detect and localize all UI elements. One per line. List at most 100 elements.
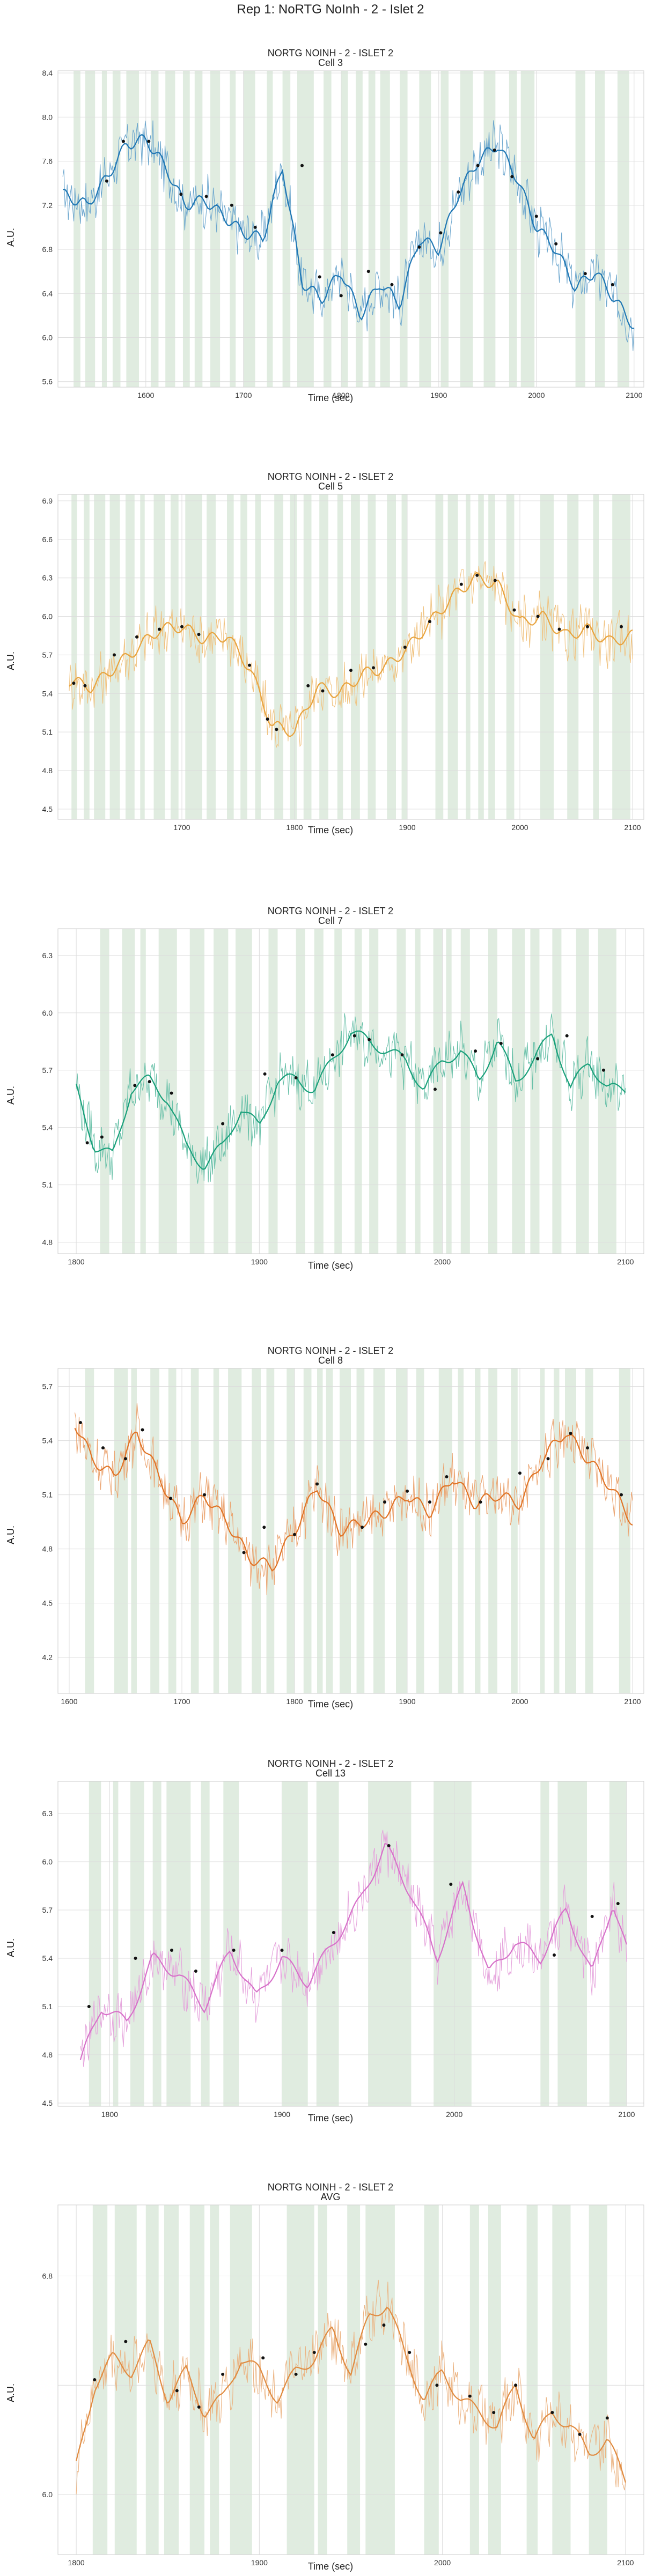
peak-marker bbox=[197, 633, 201, 636]
shaded-band bbox=[255, 494, 261, 819]
peak-marker bbox=[105, 179, 108, 183]
shaded-band bbox=[74, 71, 80, 387]
y-tick-label: 4.8 bbox=[42, 2051, 53, 2059]
peak-marker bbox=[124, 2340, 128, 2343]
y-tick-label: 6.3 bbox=[42, 951, 53, 960]
axes-frame bbox=[57, 494, 644, 820]
peak-marker bbox=[101, 1446, 105, 1450]
smoothed-trace-line bbox=[74, 1427, 633, 1572]
shaded-band bbox=[84, 494, 90, 819]
panel-subtitle: Cell 8 bbox=[318, 1355, 343, 1366]
peak-marker bbox=[457, 190, 460, 194]
shaded-band bbox=[140, 929, 146, 1254]
panel-subtitle: Cell 3 bbox=[318, 57, 343, 68]
peak-marker bbox=[428, 620, 431, 624]
peak-marker bbox=[620, 625, 623, 628]
y-tick-label: 5.1 bbox=[42, 1181, 53, 1189]
peak-marker bbox=[232, 1949, 236, 1952]
shaded-band bbox=[168, 1368, 177, 1693]
shaded-band bbox=[100, 929, 109, 1254]
x-tick-label: 1800 bbox=[101, 2110, 118, 2119]
shaded-band bbox=[488, 2205, 501, 2555]
shaded-band bbox=[458, 1368, 464, 1693]
shaded-band bbox=[589, 2205, 607, 2555]
peak-marker bbox=[221, 2372, 225, 2376]
shaded-band bbox=[189, 2205, 204, 2555]
peak-marker bbox=[383, 1500, 386, 1504]
shaded-band bbox=[619, 1368, 630, 1693]
x-tick-label: 2100 bbox=[626, 391, 642, 399]
panel-title: NORTG NOINH - 2 - ISLET 2 bbox=[267, 906, 394, 916]
shaded-band bbox=[598, 929, 616, 1254]
shaded-band bbox=[347, 2205, 361, 2555]
shaded-band bbox=[145, 2205, 159, 2555]
y-tick-label: 5.4 bbox=[42, 689, 53, 698]
peak-marker bbox=[439, 231, 443, 235]
shaded-band bbox=[266, 1368, 275, 1693]
shaded-band bbox=[252, 1368, 261, 1693]
y-tick-label: 4.2 bbox=[42, 1653, 53, 1662]
shaded-band bbox=[164, 2205, 179, 2555]
peak-marker bbox=[100, 1135, 104, 1139]
shaded-band bbox=[85, 71, 96, 387]
y-tick-label: 5.7 bbox=[42, 1066, 53, 1075]
plot-area: 1600 1700 1800 1900 2000 2100 5.6 6.0 6.4 6.8 7.2 7… bbox=[42, 69, 644, 399]
y-tick-label: 5.1 bbox=[42, 2002, 53, 2011]
axes-frame bbox=[57, 70, 644, 388]
y-tick-label: 5.4 bbox=[42, 1123, 53, 1132]
axes-frame bbox=[57, 2204, 644, 2555]
peak-marker bbox=[554, 242, 558, 246]
shaded-band bbox=[416, 1368, 424, 1693]
peak-marker bbox=[158, 627, 161, 631]
peak-marker bbox=[315, 1482, 319, 1486]
x-tick-label: 1900 bbox=[399, 823, 415, 832]
panel-title: NORTG NOINH - 2 - ISLET 2 bbox=[267, 1758, 394, 1769]
y-tick-label: 4.5 bbox=[42, 2099, 53, 2107]
peak-marker bbox=[266, 717, 269, 721]
shaded-band bbox=[189, 929, 204, 1254]
x-axis-label: Time (sec) bbox=[307, 1260, 354, 1271]
shaded-band bbox=[152, 1781, 161, 2106]
peak-marker bbox=[134, 1957, 137, 1960]
x-axis-label: Time (sec) bbox=[307, 1699, 354, 1709]
x-tick-label: 1800 bbox=[286, 823, 303, 832]
shaded-band bbox=[268, 929, 278, 1254]
peak-marker bbox=[366, 270, 370, 273]
shaded-band bbox=[554, 1368, 560, 1693]
peak-marker bbox=[133, 1084, 137, 1087]
peak-marker bbox=[204, 195, 208, 198]
peak-marker bbox=[141, 1428, 144, 1432]
y-axis-label: A.U. bbox=[5, 227, 16, 247]
shaded-band bbox=[446, 929, 452, 1254]
y-tick-label: 6.3 bbox=[42, 1809, 53, 1818]
shaded-band bbox=[365, 2205, 395, 2555]
peak-marker bbox=[586, 625, 589, 628]
x-axis-label: Time (sec) bbox=[307, 2113, 354, 2123]
shaded-band bbox=[324, 71, 332, 387]
peak-marker bbox=[261, 2356, 265, 2360]
shaded-band bbox=[540, 1368, 545, 1693]
shaded-band bbox=[337, 494, 343, 819]
shaded-band bbox=[210, 71, 221, 387]
peak-marker bbox=[175, 2389, 179, 2393]
y-tick-label: 4.8 bbox=[42, 766, 53, 775]
shaded-band bbox=[210, 2205, 219, 2555]
x-tick-label: 1900 bbox=[251, 1257, 268, 1266]
peak-marker bbox=[263, 1072, 267, 1076]
axes-frame bbox=[57, 1368, 644, 1694]
shaded-band bbox=[460, 71, 473, 387]
shaded-band bbox=[447, 494, 458, 819]
shaded-band bbox=[488, 1368, 497, 1693]
y-axis-label: A.U. bbox=[5, 1525, 16, 1544]
peak-marker bbox=[468, 2394, 472, 2398]
shaded-band bbox=[114, 1368, 128, 1693]
shaded-band bbox=[190, 1368, 199, 1693]
peak-marker bbox=[510, 175, 514, 179]
peak-marker bbox=[113, 653, 116, 657]
plot-area: 1700 1800 1900 2000 2100 4.5 4.8 5.1 5.4 5.7 6.0 6.… bbox=[42, 494, 644, 832]
peak-marker bbox=[121, 139, 125, 143]
shaded-band bbox=[89, 1781, 101, 2106]
x-tick-label: 1600 bbox=[137, 391, 154, 399]
peak-marker bbox=[170, 1949, 173, 1952]
shaded-band bbox=[368, 494, 376, 819]
